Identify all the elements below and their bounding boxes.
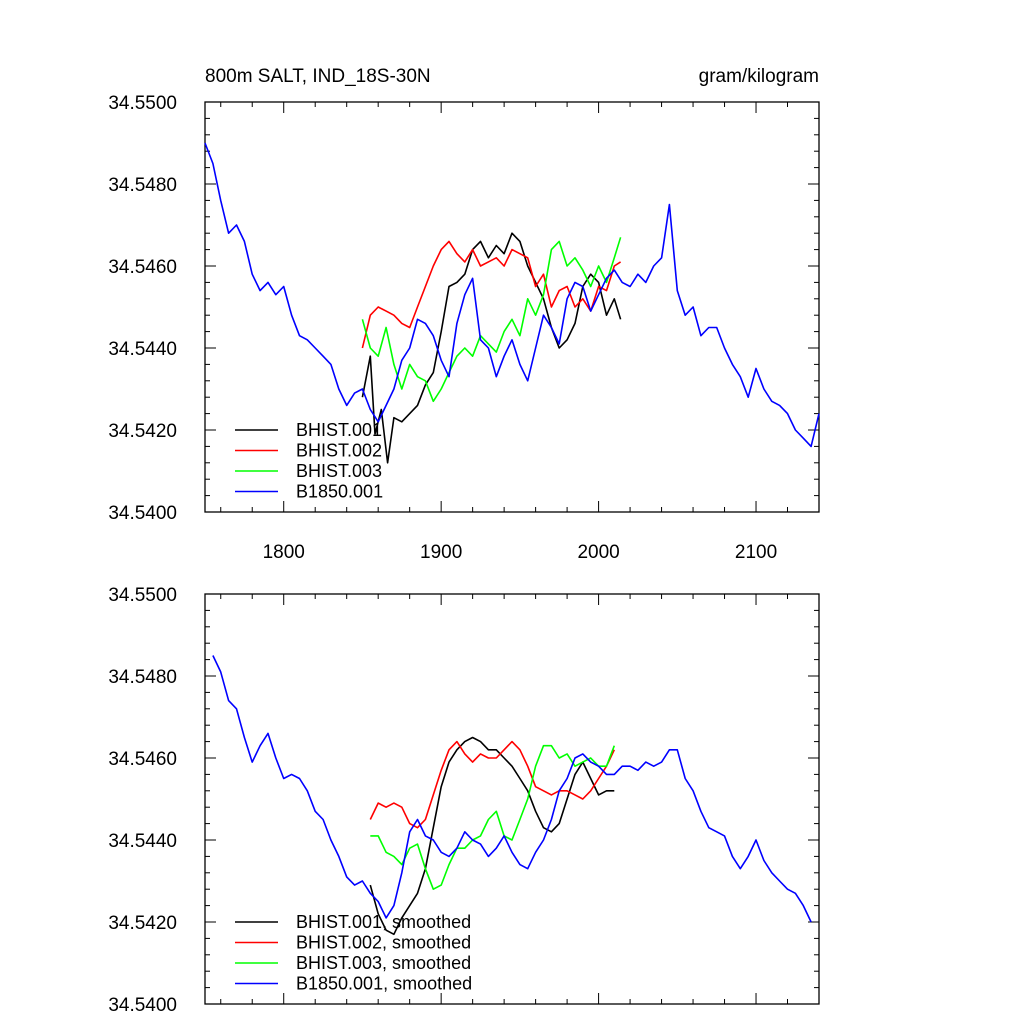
series-line bbox=[361, 240, 622, 349]
legend-label: BHIST.001 bbox=[296, 420, 382, 440]
legend-label: BHIST.002, smoothed bbox=[296, 933, 471, 953]
chart-title: 800m SALT, IND_18S-30N bbox=[205, 66, 431, 87]
x-tick-label: 2000 bbox=[577, 542, 619, 563]
y-tick-label: 34.5460 bbox=[108, 257, 177, 278]
y-tick-label: 34.5480 bbox=[108, 175, 177, 196]
series-line bbox=[361, 237, 622, 403]
series-line bbox=[212, 655, 812, 923]
series-line bbox=[370, 744, 616, 891]
x-tick-label: 1800 bbox=[263, 542, 305, 563]
top-ticks: 1800 1900 2000 2100 34.5400 34.5420 34.5440 34.… bbox=[108, 93, 820, 563]
y-tick-label: 34.5440 bbox=[108, 339, 177, 360]
legend-label: B1850.001 bbox=[296, 482, 383, 502]
legend-label: BHIST.001, smoothed bbox=[296, 912, 471, 932]
units-label: gram/kilogram bbox=[699, 66, 819, 87]
legend-label: BHIST.003, smoothed bbox=[296, 953, 471, 973]
bottom-series bbox=[212, 655, 812, 936]
y-tick-label: 34.5420 bbox=[108, 421, 177, 442]
y-tick-label: 34.5440 bbox=[108, 831, 177, 852]
y-tick-label: 34.5500 bbox=[108, 93, 177, 114]
top-plot-frame bbox=[204, 101, 820, 513]
x-tick-label: 2100 bbox=[735, 542, 777, 563]
top-series bbox=[204, 142, 820, 464]
y-tick-label: 34.5460 bbox=[108, 749, 177, 770]
series-line bbox=[369, 740, 616, 829]
legend-label: B1850.001, smoothed bbox=[296, 974, 472, 994]
x-tick-label: 1900 bbox=[420, 542, 462, 563]
legend-label: BHIST.002 bbox=[296, 441, 382, 461]
y-tick-label: 34.5400 bbox=[108, 503, 177, 524]
series-line bbox=[361, 232, 622, 464]
bottom-plot-frame bbox=[204, 593, 820, 1005]
y-tick-label: 34.5420 bbox=[108, 913, 177, 934]
y-tick-label: 34.5480 bbox=[108, 667, 177, 688]
top-panel: 800m SALT, IND_18S-30N gram/kilogram 180… bbox=[108, 66, 820, 563]
legend-label: BHIST.003 bbox=[296, 461, 382, 481]
y-tick-label: 34.5500 bbox=[108, 585, 177, 606]
series-line bbox=[369, 736, 615, 936]
bottom-panel: 34.5400 34.5420 34.5440 34.5460 34.5480 34.55… bbox=[108, 585, 820, 1016]
y-tick-label: 34.5400 bbox=[108, 995, 177, 1016]
series-line bbox=[204, 142, 820, 448]
bottom-ticks: 34.5400 34.5420 34.5440 34.5460 34.5480 34.55… bbox=[108, 585, 820, 1016]
